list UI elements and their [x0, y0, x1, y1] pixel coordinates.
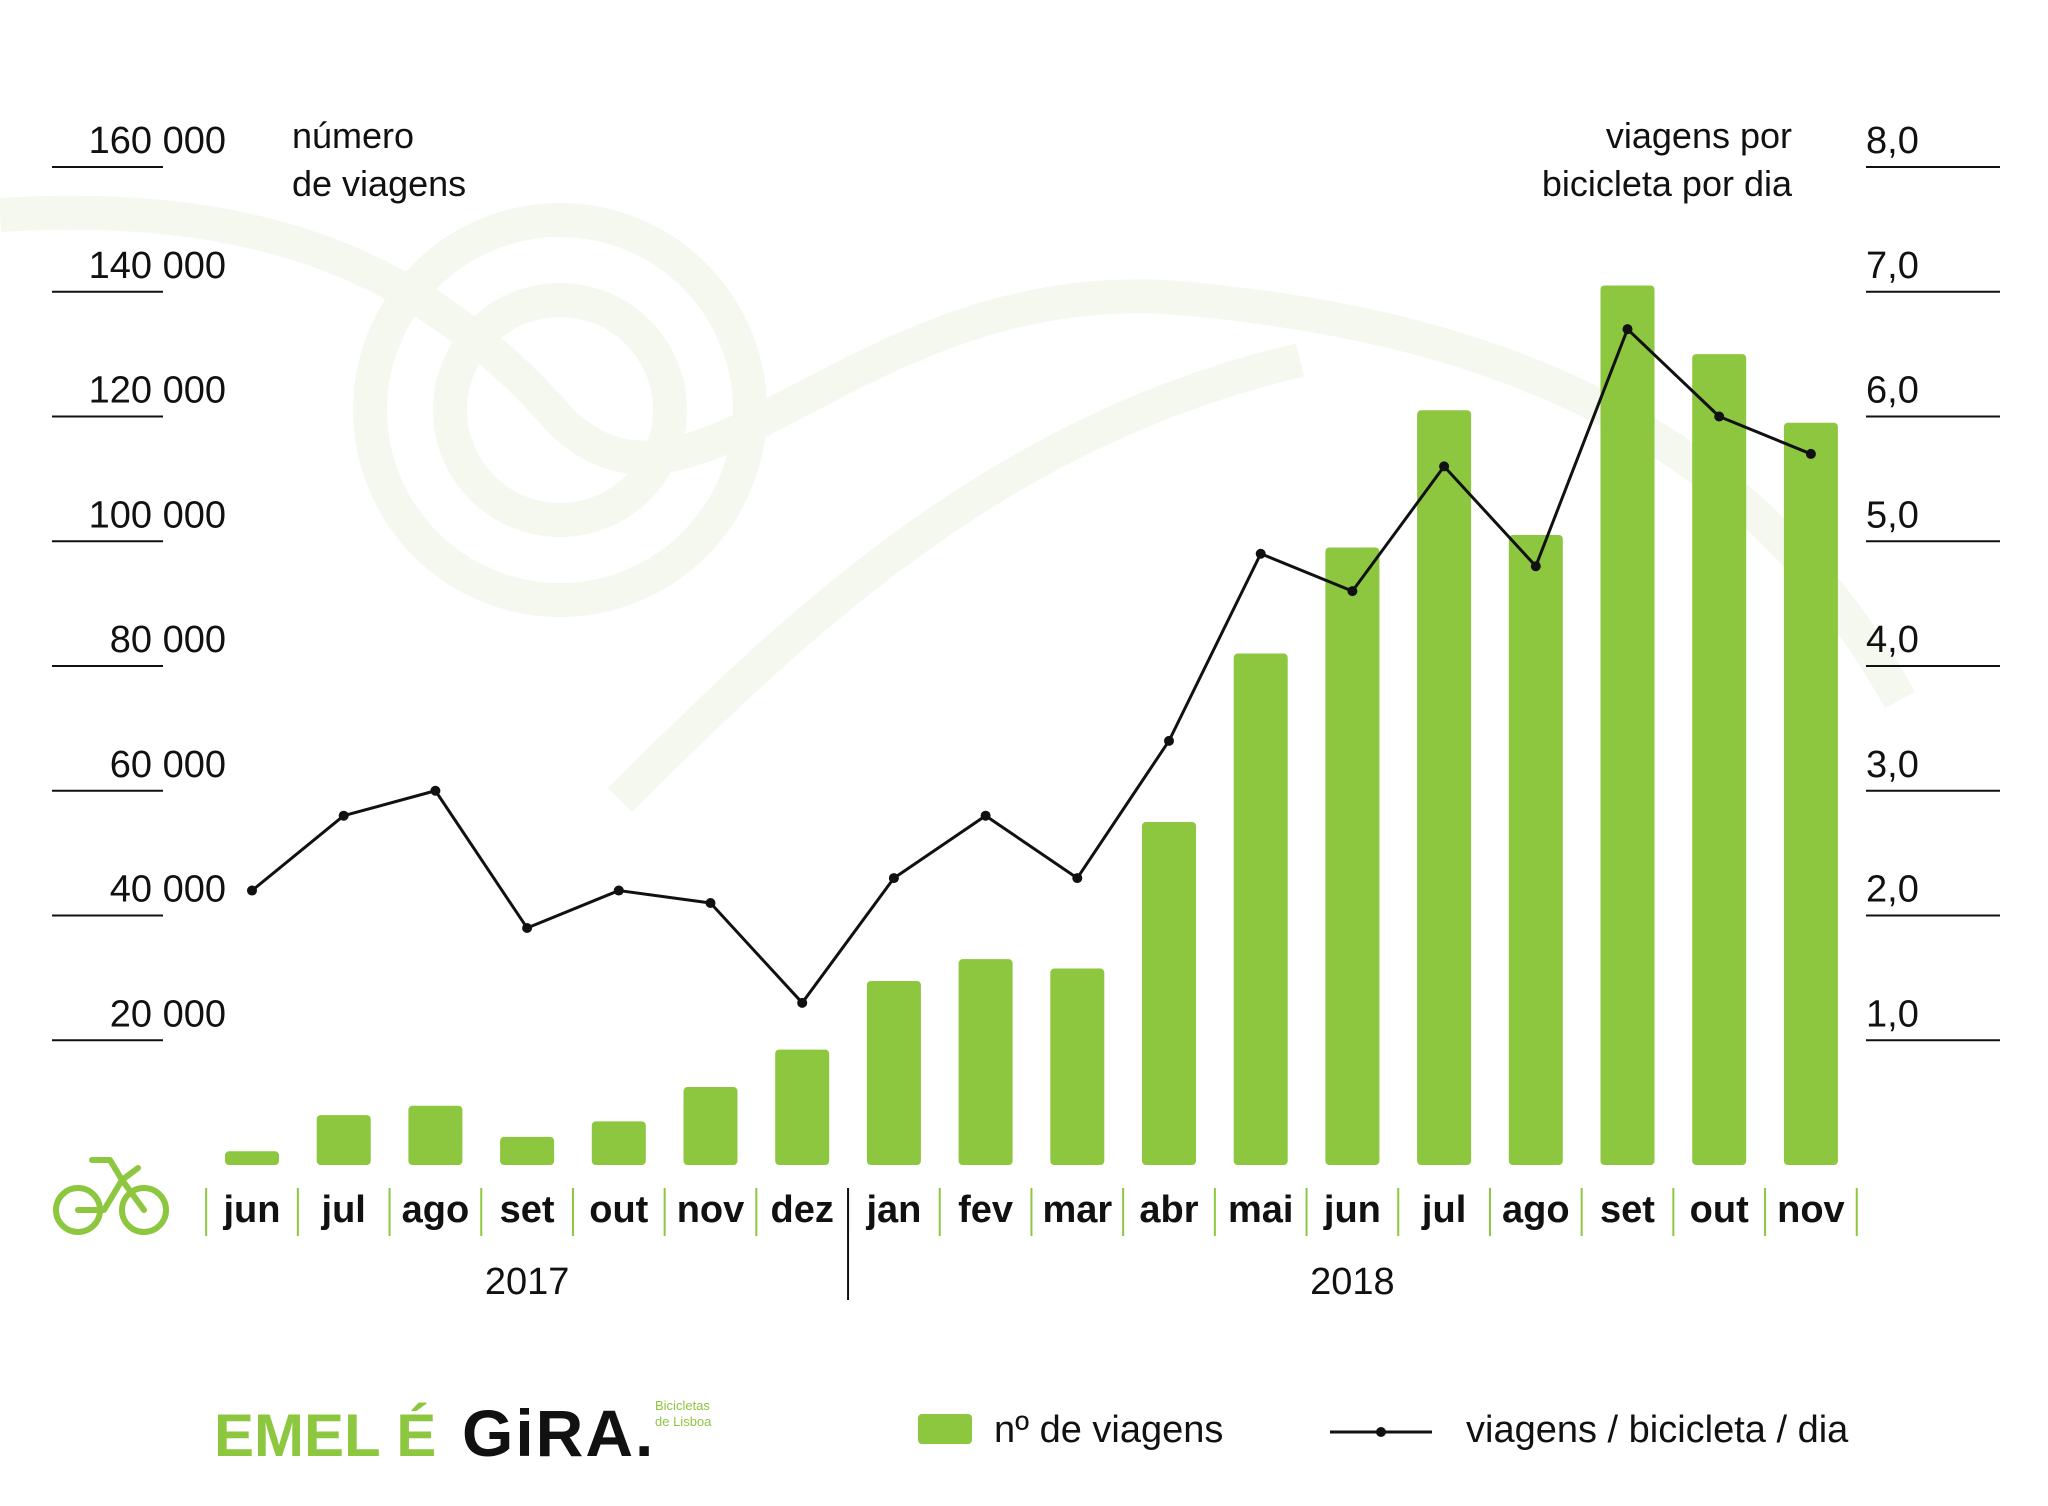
bar: [1417, 410, 1472, 1165]
legend: nº de viagens viagens / bicicleta / dia: [918, 1409, 1849, 1451]
bar: [866, 980, 921, 1165]
line-point: [705, 898, 716, 909]
bar: [500, 1136, 555, 1165]
line-point: [247, 885, 257, 896]
bar: [775, 1049, 830, 1165]
bar: [225, 1151, 279, 1165]
bar: [958, 959, 1013, 1165]
month-label: abr: [1139, 1189, 1198, 1231]
month-label: jun: [1323, 1189, 1381, 1231]
month-label: jul: [1421, 1189, 1466, 1231]
month-label: ago: [1502, 1189, 1570, 1231]
bar: [1783, 422, 1838, 1165]
line-point: [338, 810, 349, 821]
month-label: nov: [1777, 1189, 1845, 1231]
right-axis: 1,0 2,0 3,0 4,0 5,0 6,0 7,0 8,0 viagens por bicic…: [1542, 115, 2000, 1042]
line-point: [1530, 561, 1541, 572]
left-axis-title-1: número: [292, 115, 414, 156]
brand-emel: EMEL É: [214, 1402, 436, 1469]
brand-tagline-1: Bicicletas: [655, 1398, 710, 1413]
right-tick-label: 5,0: [1866, 494, 1919, 536]
line-point: [888, 873, 899, 884]
line-point: [522, 922, 533, 933]
bars: [225, 285, 1838, 1165]
left-axis: 20 000 40 000 60 000 80 000 100 000 120 000 14…: [52, 115, 466, 1042]
left-tick-label: 100 000: [89, 494, 226, 536]
line-series: [247, 324, 1816, 1008]
line-point: [1622, 324, 1633, 335]
legend-bar-swatch: [918, 1414, 972, 1444]
month-label: fev: [958, 1189, 1013, 1231]
legend-line-marker: [1376, 1427, 1386, 1437]
month-label: out: [1690, 1189, 1749, 1231]
right-tick-label: 8,0: [1866, 120, 1919, 162]
month-label: out: [589, 1189, 648, 1231]
bar: [591, 1121, 646, 1165]
left-tick-label: 20 000: [110, 993, 226, 1035]
brand-tagline-2: de Lisboa: [655, 1414, 712, 1429]
line-point: [430, 785, 441, 796]
brand-gira: GiRA.: [462, 1396, 655, 1470]
left-axis-title-2: de viagens: [292, 163, 466, 204]
month-label: nov: [677, 1189, 745, 1231]
month-label: jun: [223, 1189, 281, 1231]
right-tick-label: 7,0: [1866, 245, 1919, 287]
left-tick-label: 40 000: [110, 869, 226, 911]
right-axis-title-1: viagens por: [1606, 115, 1792, 156]
year-label: 2017: [485, 1261, 570, 1303]
left-tick-label: 60 000: [110, 744, 226, 786]
right-tick-label: 4,0: [1866, 619, 1919, 661]
line-point: [1164, 735, 1174, 746]
month-label: dez: [771, 1189, 834, 1231]
bar: [1142, 821, 1196, 1165]
bar: [1325, 547, 1380, 1165]
month-label: jul: [321, 1189, 366, 1231]
line-point: [1714, 411, 1725, 422]
right-tick-label: 6,0: [1866, 370, 1919, 412]
bar: [1600, 285, 1655, 1165]
legend-line-label: viagens / bicicleta / dia: [1466, 1409, 1849, 1451]
line-point: [1439, 461, 1450, 472]
year-label: 2018: [1310, 1261, 1395, 1303]
month-label: ago: [402, 1189, 470, 1231]
line-point: [613, 885, 624, 896]
bar: [683, 1087, 738, 1165]
line-path: [251, 327, 1812, 1005]
x-axis: jun jul ago set out nov dez jan fev mar abr mai jun j…: [205, 1188, 1858, 1303]
right-tick-label: 2,0: [1866, 869, 1919, 911]
bar: [316, 1115, 371, 1165]
bar: [408, 1105, 463, 1165]
month-label: mai: [1228, 1189, 1293, 1231]
left-tick-label: 120 000: [89, 370, 226, 412]
month-label: mar: [1042, 1189, 1112, 1231]
bar: [1050, 968, 1105, 1165]
bar: [1692, 354, 1747, 1165]
line-point: [1255, 548, 1266, 559]
line-point: [1805, 448, 1816, 459]
line-point: [1072, 873, 1083, 884]
right-axis-title-2: bicicleta por dia: [1542, 163, 1793, 204]
bicycle-icon: [53, 1157, 169, 1235]
line-point: [1347, 586, 1358, 597]
left-tick-label: 140 000: [89, 245, 226, 287]
bar: [1233, 653, 1288, 1165]
brand-logo: EMEL É GiRA. Bicicletas de Lisboa: [214, 1396, 712, 1470]
month-label: set: [1600, 1189, 1655, 1231]
line-point: [980, 810, 991, 821]
left-tick-label: 160 000: [89, 120, 226, 162]
line-point: [797, 997, 808, 1008]
month-label: jan: [865, 1189, 921, 1231]
month-label: set: [500, 1189, 555, 1231]
legend-bars-label: nº de viagens: [994, 1409, 1223, 1451]
left-tick-label: 80 000: [110, 619, 226, 661]
bar: [1508, 535, 1563, 1165]
right-tick-label: 1,0: [1866, 993, 1919, 1035]
right-tick-label: 3,0: [1866, 744, 1919, 786]
